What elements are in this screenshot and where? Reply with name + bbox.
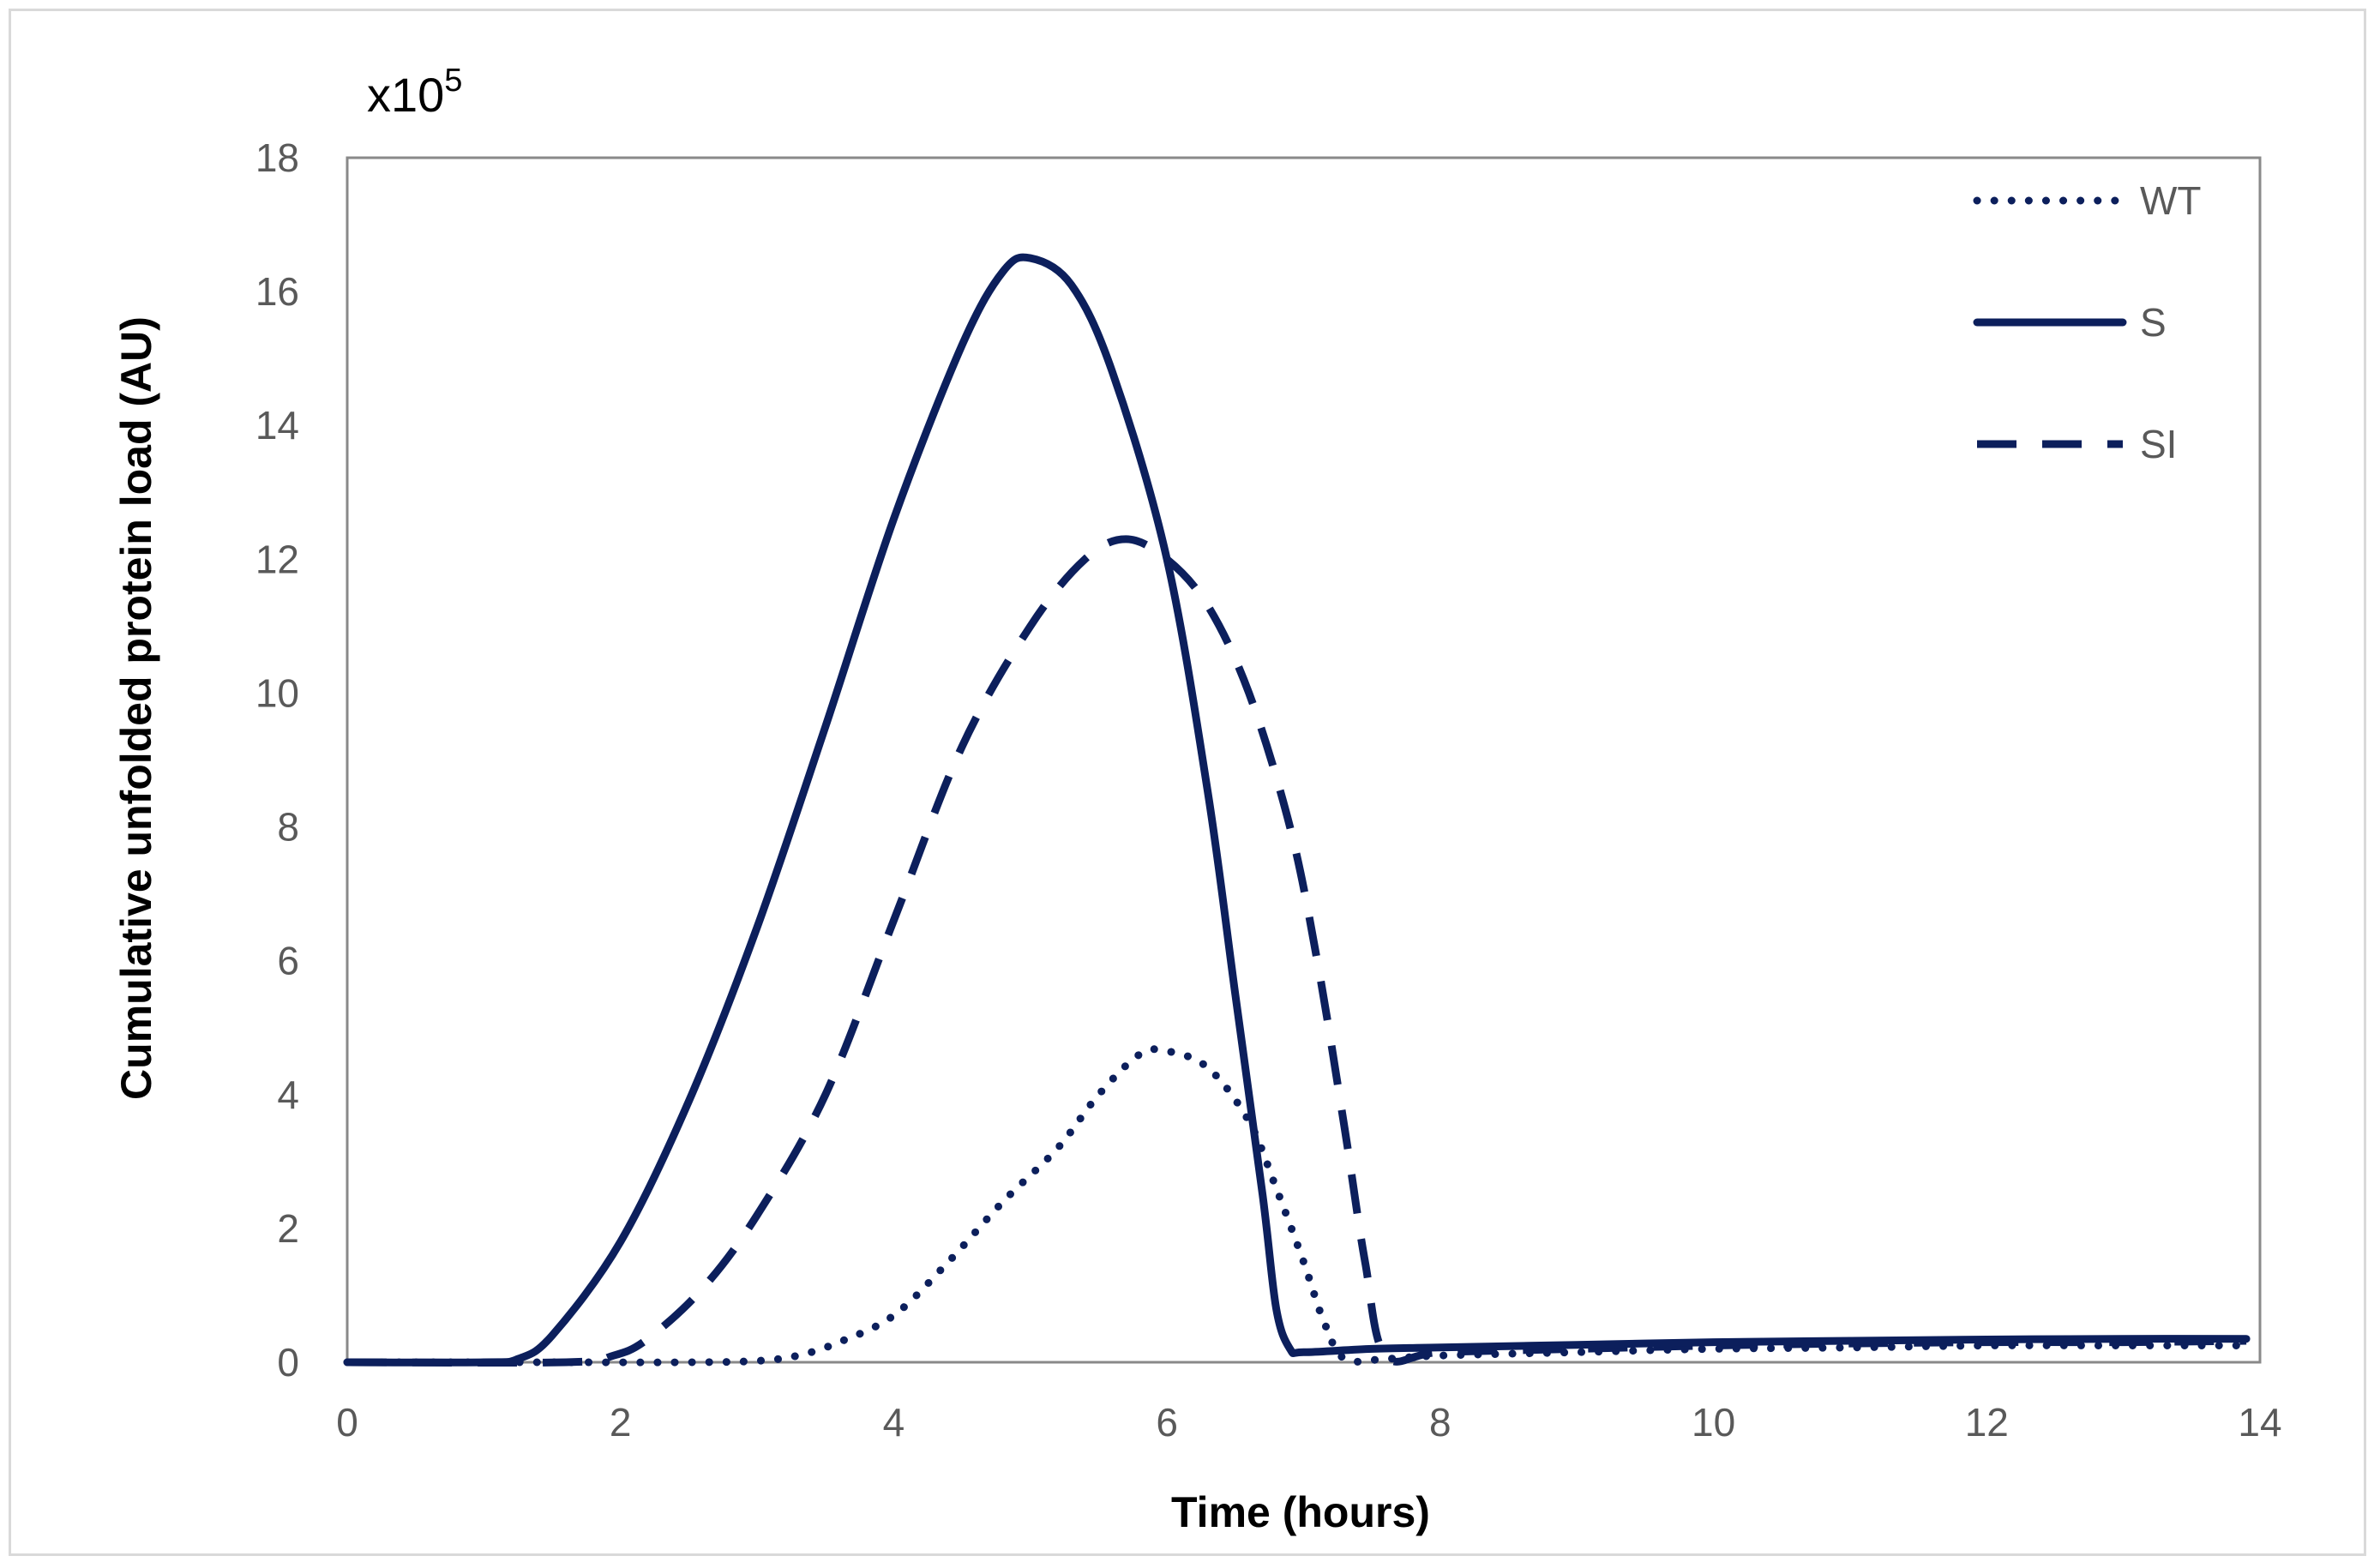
multiplier-base: x10 bbox=[367, 68, 444, 122]
x-tick-label: 0 bbox=[336, 1400, 358, 1445]
series-layer bbox=[343, 253, 2251, 1367]
y-tick-label: 10 bbox=[255, 670, 299, 715]
y-axis-title: Cumulative unfolded protein load (AU) bbox=[112, 316, 160, 1100]
x-tick-label: 10 bbox=[1692, 1400, 1735, 1445]
legend-label-wt: WT bbox=[2140, 178, 2202, 223]
y-tick-label: 8 bbox=[277, 805, 299, 850]
legend-label-si: SI bbox=[2140, 422, 2177, 466]
chart-frame bbox=[9, 9, 2366, 1556]
series-line-si bbox=[346, 535, 2247, 1367]
x-tick-label: 8 bbox=[1429, 1400, 1451, 1445]
y-tick-label: 4 bbox=[277, 1072, 299, 1117]
y-multiplier-label: x105 bbox=[367, 63, 462, 122]
y-tick-label: 18 bbox=[255, 135, 299, 180]
y-tick-label: 2 bbox=[277, 1206, 299, 1251]
series-line-wt bbox=[343, 1045, 2251, 1367]
y-tick-label: 0 bbox=[277, 1340, 299, 1385]
x-tick-label: 12 bbox=[1965, 1400, 2009, 1445]
x-tick-label: 6 bbox=[1156, 1400, 1178, 1445]
legend-label-s: S bbox=[2140, 300, 2167, 345]
multiplier-exponent: 5 bbox=[444, 63, 462, 99]
legend: WT S SI bbox=[1973, 178, 2202, 466]
y-tick-label: 6 bbox=[277, 939, 299, 983]
x-axis-ticks: 0 2 4 6 8 10 12 14 bbox=[336, 1400, 2281, 1445]
x-axis-title: Time (hours) bbox=[1171, 1488, 1430, 1536]
x-tick-label: 2 bbox=[610, 1400, 632, 1445]
series-line-s bbox=[343, 253, 2251, 1367]
y-tick-label: 14 bbox=[255, 403, 299, 448]
plot-area bbox=[346, 156, 2262, 1364]
y-tick-label: 16 bbox=[255, 269, 299, 314]
x-tick-label: 14 bbox=[2238, 1400, 2281, 1445]
y-tick-label: 12 bbox=[255, 537, 299, 581]
y-axis-ticks: 0 2 4 6 8 10 12 14 16 18 bbox=[255, 135, 299, 1385]
x-tick-label: 4 bbox=[883, 1400, 905, 1445]
